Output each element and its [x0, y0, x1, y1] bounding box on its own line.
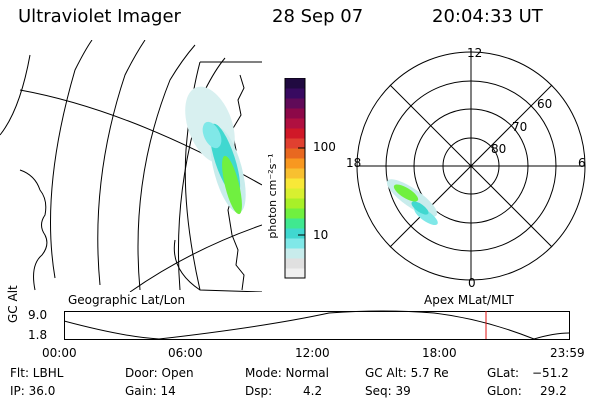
longitude-arc: [137, 44, 196, 291]
color-scale-swatch: [285, 228, 305, 239]
color-scale-swatches: [285, 78, 305, 279]
apex-caption: Apex MLat/MLT: [424, 293, 514, 307]
longitude-arc: [0, 54, 31, 136]
latitude-line: [129, 224, 262, 292]
color-scale-swatch: [285, 208, 305, 219]
aurora-emission-geo: [185, 86, 246, 215]
mlt-label-0: 0: [468, 276, 476, 290]
map-boundary: [173, 239, 262, 292]
color-scale-frame: [284, 78, 306, 279]
dsp-label: Dsp:: [245, 384, 273, 398]
longitude-arc: [97, 40, 146, 286]
color-scale-swatch: [285, 98, 305, 109]
geographic-caption: Geographic Lat/Lon: [68, 293, 186, 307]
glat-label: GLat:: [487, 366, 520, 380]
color-scale-swatch: [285, 248, 305, 259]
instrument-title: Ultraviolet Imager: [18, 6, 181, 27]
polar-axis: [389, 84, 553, 248]
color-scale-swatch: [285, 158, 305, 169]
dsp-value: 4.2: [303, 384, 323, 398]
color-scale-swatch: [285, 218, 305, 229]
color-scale-swatch: [285, 108, 305, 119]
ip-info: IP: 36.0: [10, 384, 56, 398]
color-scale-swatch: [285, 268, 305, 279]
filter-info: Flt: LBHL: [10, 366, 64, 380]
color-scale-swatch: [285, 148, 305, 159]
gcalt-axis-title: GC Alt: [6, 285, 20, 323]
gcalt-tick-label: 1.8: [28, 328, 48, 342]
aurora-emission-polar: [386, 179, 438, 226]
date-label: 28 Sep 07: [272, 6, 364, 27]
glon-value: 29.2: [540, 384, 567, 398]
mlt-label-18: 18: [346, 156, 362, 170]
color-scale-swatch: [285, 258, 305, 269]
orbit-altitude-timeline: [64, 310, 570, 340]
altitude-curve: [64, 310, 570, 340]
color-scale-swatch: [285, 178, 305, 189]
color-scale-tick-label: 100: [313, 140, 336, 154]
color-scale-swatch: [285, 138, 305, 149]
color-scale-swatch: [285, 118, 305, 129]
timeline-frame: [64, 311, 570, 340]
seq-info: Seq: 39: [365, 384, 411, 398]
mlat-label-70: 70: [512, 120, 528, 134]
color-scale-unit: photon cm⁻²s⁻¹: [266, 153, 279, 238]
magnetic-polar-plot: [356, 51, 586, 281]
time-tick-label: 18:00: [422, 346, 457, 360]
time-label: 20:04:33 UT: [432, 6, 543, 27]
geographic-map: [0, 40, 262, 292]
mlat-label-80: 80: [491, 142, 507, 156]
color-scale-swatch: [285, 78, 305, 89]
door-info: Door: Open: [125, 366, 194, 380]
color-scale-swatch: [285, 188, 305, 199]
coastline: [19, 169, 48, 291]
time-tick-label: 12:00: [295, 346, 330, 360]
color-scale-swatch: [285, 238, 305, 249]
mlt-label-12: 12: [467, 46, 483, 60]
mlat-label-60: 60: [537, 97, 553, 111]
longitude-arc: [50, 40, 93, 279]
color-scale-swatch: [285, 88, 305, 99]
mode-info: Mode: Normal: [245, 366, 329, 380]
gcalt-tick-label: 9.0: [28, 308, 48, 322]
color-scale-swatch: [285, 168, 305, 179]
glat-value: −51.2: [532, 366, 569, 380]
color-scale-swatch: [285, 198, 305, 209]
mlt-label-6: 6: [578, 156, 586, 170]
color-scale-swatch: [285, 128, 305, 139]
time-tick-label: 00:00: [42, 346, 77, 360]
time-tick-label: 06:00: [168, 346, 203, 360]
color-scale-bar: photon cm⁻²s⁻¹: [266, 78, 306, 279]
color-scale-tick-label: 10: [313, 228, 329, 242]
gcalt-info: GC Alt: 5.7 Re: [365, 366, 449, 380]
time-tick-label: 23:59: [550, 346, 585, 360]
gain-info: Gain: 14: [125, 384, 176, 398]
glon-label: GLon:: [487, 384, 522, 398]
